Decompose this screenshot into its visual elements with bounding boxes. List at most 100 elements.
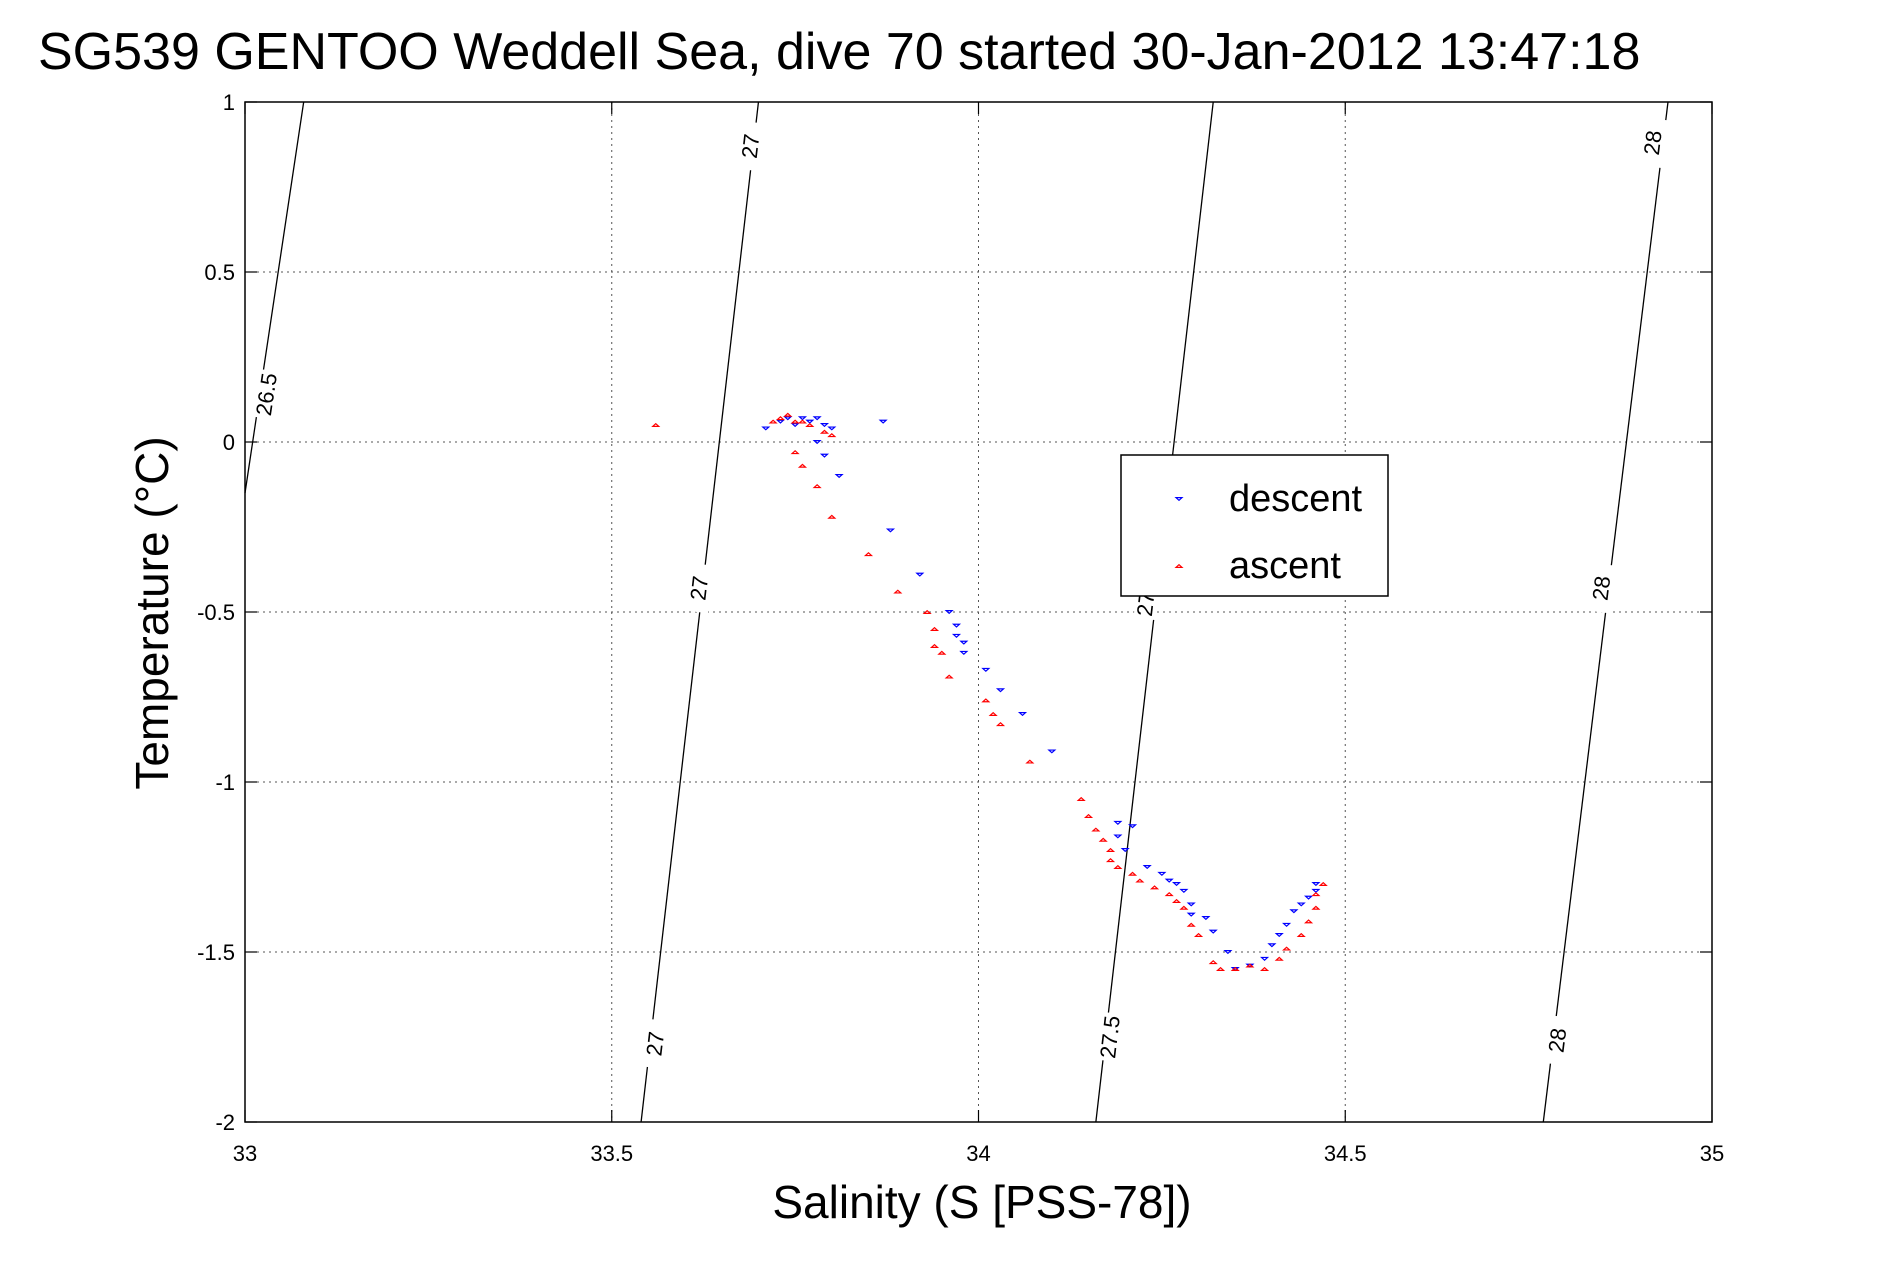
descent-point bbox=[1282, 922, 1292, 927]
ascent-point bbox=[981, 698, 991, 703]
ascent-point bbox=[797, 463, 808, 468]
tick-marks bbox=[244, 101, 1713, 1123]
ascent-point bbox=[1179, 905, 1189, 910]
descent-point bbox=[812, 416, 822, 421]
ascent-point bbox=[651, 422, 661, 427]
descent-point bbox=[981, 667, 991, 672]
descent-point bbox=[1171, 882, 1182, 887]
contour-label: 27 bbox=[641, 1030, 669, 1057]
data-points bbox=[651, 412, 1328, 972]
ascent-point bbox=[1135, 878, 1145, 883]
legend-box bbox=[1120, 454, 1389, 597]
ascent-point bbox=[863, 552, 874, 557]
ascent-point bbox=[1311, 905, 1321, 910]
y-tick-label: -1 bbox=[215, 770, 235, 795]
ascent-point bbox=[893, 589, 903, 594]
x-tick-label: 34 bbox=[966, 1141, 990, 1166]
descent-point bbox=[1208, 929, 1218, 934]
y-axis-label: Temperature (°C) bbox=[126, 436, 178, 789]
ascent-point bbox=[1245, 963, 1255, 968]
contour-label-gap bbox=[1588, 563, 1616, 614]
ascent-point bbox=[1282, 946, 1292, 951]
ascent-point bbox=[1186, 922, 1196, 927]
ascent-point bbox=[768, 419, 778, 424]
descent-point bbox=[951, 623, 962, 628]
legend-ascent-marker bbox=[1174, 563, 1184, 568]
ascent-point bbox=[1215, 966, 1226, 971]
ascent-point bbox=[1076, 796, 1086, 801]
descent-point bbox=[1120, 848, 1130, 853]
contour-26.5 bbox=[244, 101, 305, 494]
ascent-point bbox=[922, 609, 932, 614]
descent-point bbox=[1179, 888, 1189, 893]
ascent-point bbox=[1230, 966, 1240, 971]
ascent-point bbox=[775, 416, 786, 421]
contour-label: 27 bbox=[737, 133, 765, 160]
descent-point bbox=[1157, 871, 1167, 876]
ascent-point bbox=[1098, 837, 1108, 842]
descent-point bbox=[944, 610, 954, 615]
descent-point bbox=[783, 416, 793, 421]
ascent-point bbox=[1260, 966, 1270, 971]
descent-point bbox=[1186, 912, 1196, 917]
ascent-point bbox=[937, 650, 947, 655]
x-tick-label: 33.5 bbox=[590, 1141, 633, 1166]
ascent-point bbox=[790, 419, 800, 424]
contour-label-gap bbox=[1544, 1015, 1572, 1066]
descent-point bbox=[1186, 902, 1196, 907]
legend: descent ascent bbox=[1120, 454, 1389, 597]
x-tick-label: 34.5 bbox=[1324, 1141, 1367, 1166]
y-tick-label: -2 bbox=[215, 1110, 235, 1135]
descent-point bbox=[827, 426, 837, 431]
y-tick-label: 0 bbox=[223, 430, 235, 455]
contour-label: 27 bbox=[685, 575, 713, 602]
contour-label: 27.5 bbox=[1095, 1014, 1125, 1059]
descent-point bbox=[1311, 888, 1321, 893]
descent-point bbox=[959, 650, 969, 655]
descent-point bbox=[775, 419, 786, 424]
contour-label-gap bbox=[1639, 117, 1668, 168]
descent-point bbox=[761, 426, 771, 431]
ascent-point bbox=[1311, 892, 1321, 897]
descent-point bbox=[1113, 820, 1123, 825]
descent-point bbox=[915, 572, 925, 577]
ascent-point bbox=[929, 643, 940, 648]
ascent-point bbox=[1296, 932, 1306, 937]
descent-point bbox=[1274, 933, 1284, 938]
descent-point bbox=[834, 474, 844, 479]
legend-descent-marker bbox=[1174, 497, 1184, 502]
y-tick-label: 0.5 bbox=[204, 260, 235, 285]
ascent-point bbox=[790, 450, 800, 455]
descent-point bbox=[1223, 950, 1233, 955]
contour-label: 26.5 bbox=[251, 371, 282, 417]
ascent-point bbox=[1164, 892, 1174, 897]
descent-point bbox=[885, 528, 896, 533]
contour-label-gap bbox=[737, 121, 765, 172]
ascent-point bbox=[1304, 919, 1314, 924]
ascent-point bbox=[1105, 858, 1116, 863]
contour-label: 28 bbox=[1544, 1027, 1572, 1054]
descent-point bbox=[1304, 895, 1314, 900]
descent-point bbox=[805, 419, 815, 424]
ascent-point bbox=[783, 412, 793, 417]
y-tick-label: -1.5 bbox=[197, 940, 235, 965]
ascent-point bbox=[1025, 759, 1035, 764]
ascent-point bbox=[944, 674, 954, 679]
contour-label: 28 bbox=[1588, 574, 1616, 601]
x-tick-label: 33 bbox=[233, 1141, 257, 1166]
ascent-point bbox=[1149, 885, 1160, 890]
descent-point bbox=[819, 453, 830, 458]
descent-point bbox=[1164, 878, 1174, 883]
descent-point bbox=[1017, 712, 1028, 717]
ascent-point bbox=[827, 433, 837, 438]
ascent-point bbox=[1091, 827, 1101, 832]
ascent-point bbox=[988, 711, 998, 716]
descent-point bbox=[1267, 943, 1277, 948]
ascent-point bbox=[929, 626, 940, 631]
descent-point bbox=[1113, 834, 1123, 839]
ascent-point bbox=[995, 722, 1006, 727]
legend-ascent-label: ascent bbox=[1229, 545, 1341, 587]
descent-point bbox=[951, 633, 962, 638]
